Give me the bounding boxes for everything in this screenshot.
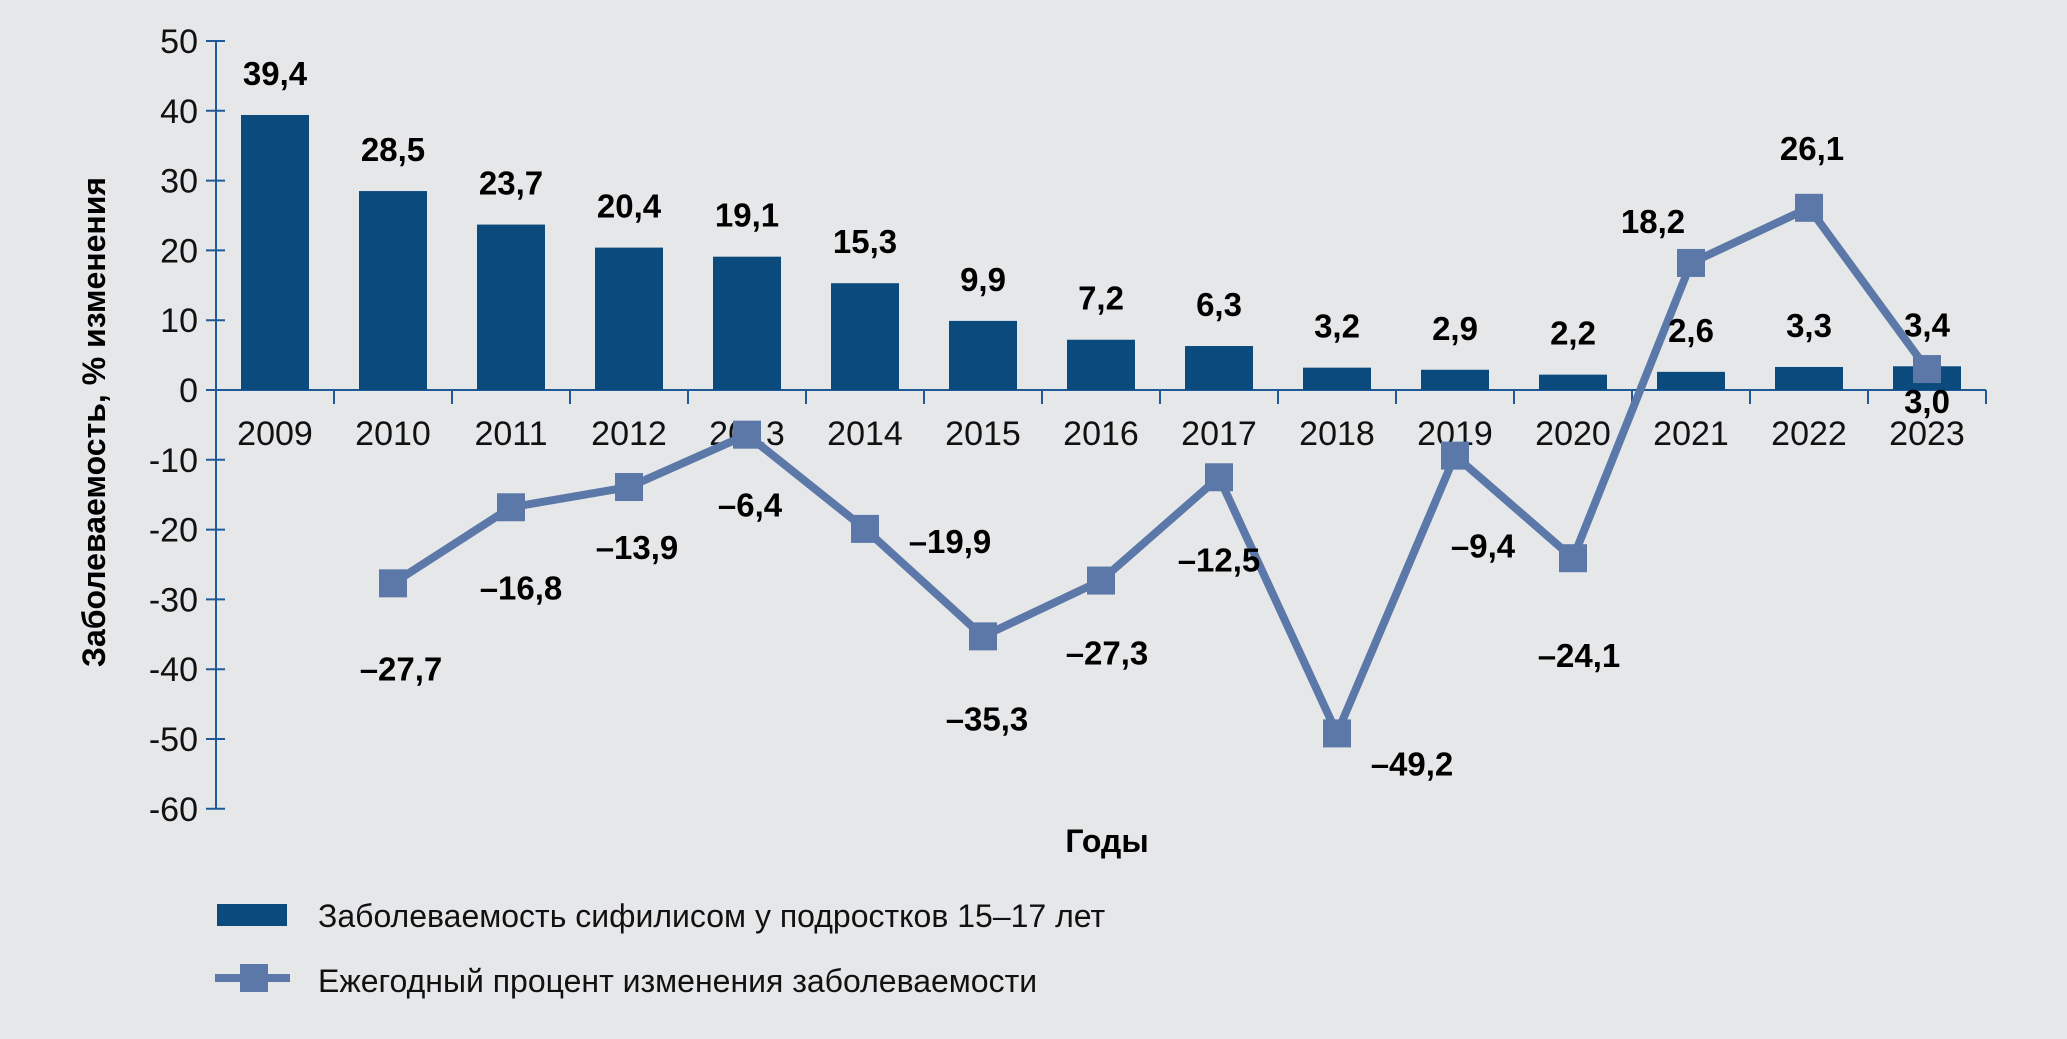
x-axis-title: Годы [1065, 823, 1148, 859]
bar [1067, 339, 1135, 390]
x-tick-label: 2016 [1063, 415, 1139, 453]
line-marker [497, 493, 525, 522]
line-marker [1913, 355, 1941, 384]
line-marker [615, 473, 643, 502]
x-tick-label: 2022 [1771, 415, 1847, 453]
line-marker [1795, 193, 1823, 222]
line-marker [851, 514, 879, 543]
y-tick-label: -30 [149, 581, 198, 619]
bar-value-label: 3,2 [1314, 308, 1360, 345]
line-value-label: –12,5 [1178, 541, 1261, 578]
line-value-label: –13,9 [596, 529, 679, 566]
y-tick-label: -50 [149, 721, 198, 759]
bar-value-label: 28,5 [361, 131, 425, 168]
legend: Заболеваемость сифилисом у подростков 15… [215, 898, 1106, 999]
x-tick-label: 2009 [237, 415, 313, 453]
x-tick-label: 2020 [1535, 415, 1611, 453]
x-tick-label: 2021 [1653, 415, 1729, 453]
bar [831, 283, 899, 390]
bar-value-label: 3,3 [1786, 307, 1832, 344]
line-series [390, 203, 1931, 738]
bar-value-label: 15,3 [833, 223, 897, 260]
line-value-label: –6,4 [718, 487, 783, 524]
legend-line-label: Ежегодный процент изменения заболеваемос… [318, 963, 1037, 999]
y-axis-title: Заболеваемость, % изменения [76, 177, 112, 667]
bar-value-label: 39,4 [243, 55, 308, 92]
x-tick-label: 2010 [355, 415, 431, 453]
x-tick-label: 2012 [591, 415, 667, 453]
y-tick-label: -10 [149, 442, 198, 480]
line-value-label: –49,2 [1371, 745, 1454, 782]
line-marker [1559, 544, 1587, 573]
bar [1539, 374, 1607, 390]
line-value-label: 3,0 [1904, 383, 1950, 420]
y-tick-label: -40 [149, 651, 198, 689]
y-tick-label: 20 [160, 232, 198, 270]
bar-value-label: 2,2 [1550, 315, 1596, 352]
bar-value-label: 19,1 [715, 197, 779, 234]
line-marker [1205, 463, 1233, 492]
bar [595, 247, 663, 390]
y-tick-label: 50 [160, 23, 198, 61]
y-tick-label: 40 [160, 93, 198, 131]
x-tick-label: 2014 [827, 415, 903, 453]
bar [1657, 371, 1725, 390]
line-value-label: –9,4 [1451, 528, 1516, 565]
line-marker [1087, 566, 1115, 595]
bar-value-label: 2,9 [1432, 310, 1478, 347]
bar [1185, 346, 1253, 390]
bar-value-label: 9,9 [960, 261, 1006, 298]
line-value-label: –19,9 [909, 523, 992, 560]
line-value-label: 18,2 [1621, 203, 1685, 240]
line-value-label: –16,8 [480, 569, 563, 606]
bar-value-label: 2,6 [1668, 312, 1714, 349]
line-value-label: –35,3 [946, 700, 1029, 737]
bar [241, 114, 309, 390]
bar [1775, 366, 1843, 390]
line-marker [1441, 441, 1469, 470]
line-marker [1323, 719, 1351, 748]
line-marker [1677, 248, 1705, 277]
y-tick-label: -20 [149, 512, 198, 550]
line-value-label: –27,7 [360, 650, 443, 687]
line-marker [969, 622, 997, 651]
line-marker [379, 569, 407, 598]
bar-value-label: 3,4 [1904, 306, 1951, 343]
legend-bar-swatch [217, 904, 287, 926]
bar-value-label: 7,2 [1078, 280, 1124, 317]
bar-value-label: 6,3 [1196, 286, 1242, 323]
bar [1303, 367, 1371, 390]
bar-value-label: 23,7 [479, 165, 543, 202]
legend-bar-label: Заболеваемость сифилисом у подростков 15… [318, 898, 1106, 934]
x-tick-label: 2018 [1299, 415, 1375, 453]
x-tick-label: 2011 [474, 415, 547, 453]
x-tick-label: 2023 [1889, 415, 1965, 453]
y-tick-label: 30 [160, 163, 198, 201]
y-tick-label: 10 [160, 302, 198, 340]
line-marker [733, 420, 761, 449]
bar [1421, 369, 1489, 390]
bar-value-label: 20,4 [597, 188, 662, 225]
x-tick-label: 2017 [1181, 415, 1257, 453]
y-tick-label: 0 [179, 372, 198, 410]
line-value-label: –27,3 [1066, 635, 1149, 672]
line-value-label: –24,1 [1538, 637, 1621, 674]
bar [477, 224, 545, 390]
bar [949, 320, 1017, 390]
bar [713, 256, 781, 390]
line-value-label: 26,1 [1780, 130, 1844, 167]
x-tick-label: 2015 [945, 415, 1021, 453]
bar [359, 191, 427, 390]
y-tick-label: -60 [149, 791, 198, 829]
legend-line-marker [240, 964, 268, 992]
